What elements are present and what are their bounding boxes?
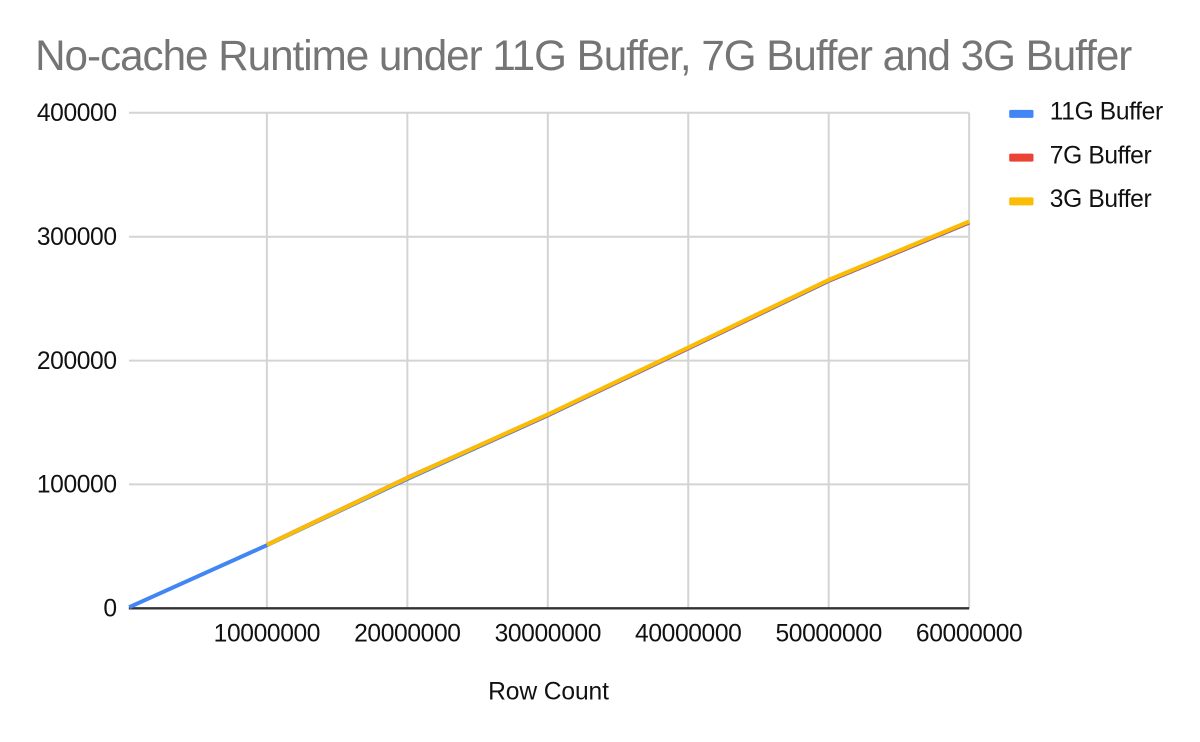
svg-text:100000: 100000 [37,472,117,499]
svg-text:400000: 400000 [37,100,117,127]
svg-text:40000000: 40000000 [635,620,741,647]
svg-text:3G Buffer: 3G Buffer [1050,186,1152,213]
svg-text:No-cache Runtime under 11G Buf: No-cache Runtime under 11G Buffer, 7G Bu… [35,32,1132,79]
svg-text:10000000: 10000000 [214,620,320,647]
svg-text:0: 0 [103,596,116,623]
svg-text:7G Buffer: 7G Buffer [1050,142,1152,169]
svg-text:30000000: 30000000 [495,620,601,647]
svg-text:Row Count: Row Count [488,678,609,705]
svg-text:11G Buffer: 11G Buffer [1050,99,1163,126]
svg-text:200000: 200000 [37,348,117,375]
svg-text:20000000: 20000000 [354,620,460,647]
svg-text:300000: 300000 [37,224,117,251]
svg-text:50000000: 50000000 [775,620,881,647]
svg-text:60000000: 60000000 [916,620,1022,647]
